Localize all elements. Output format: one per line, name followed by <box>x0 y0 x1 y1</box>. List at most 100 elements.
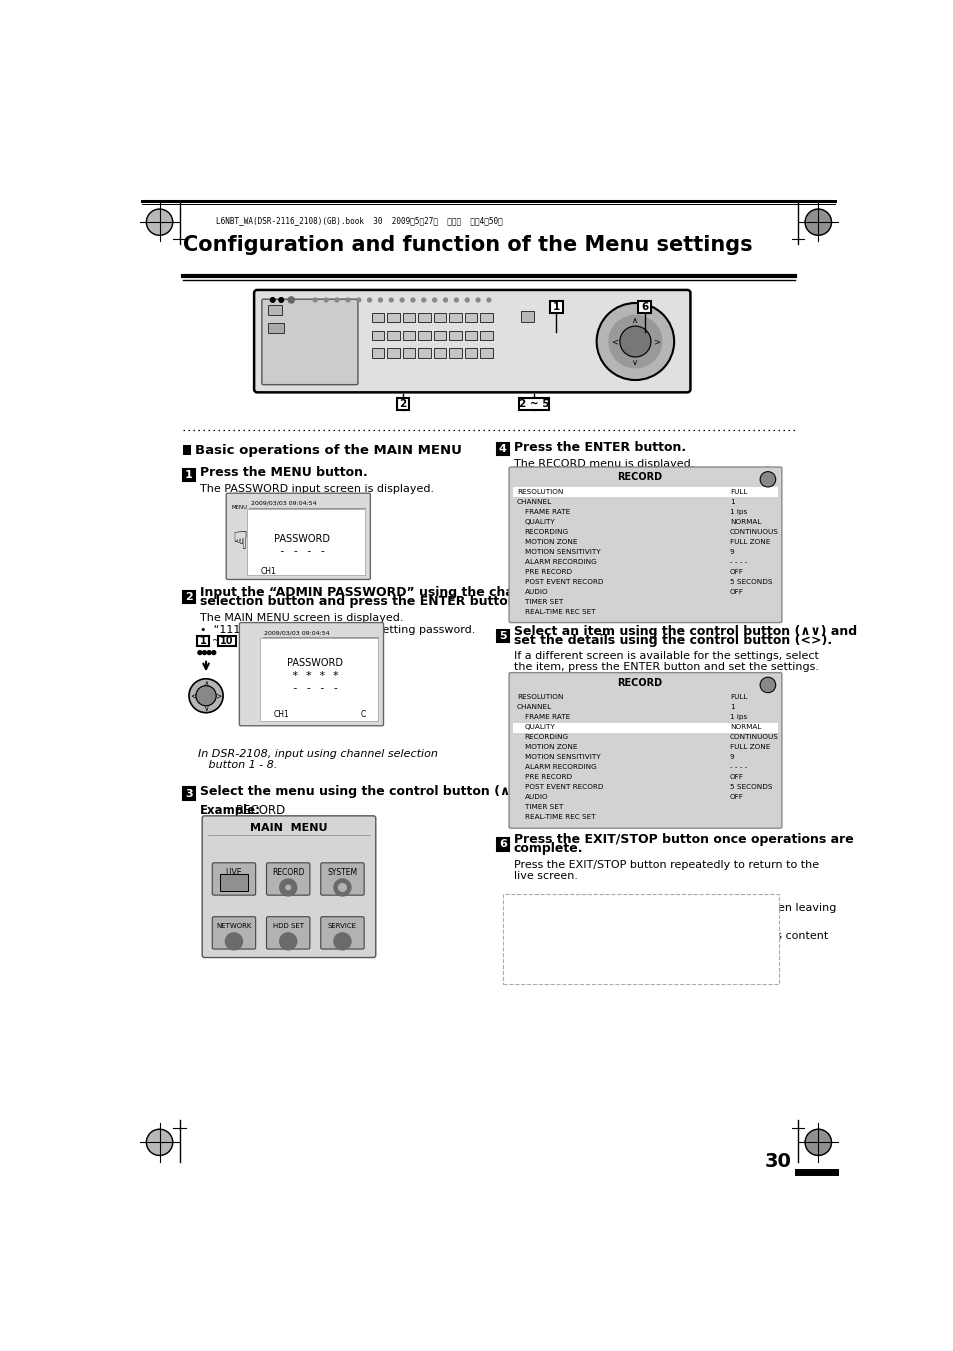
Circle shape <box>334 934 351 950</box>
Text: 1: 1 <box>185 470 193 480</box>
Circle shape <box>197 651 202 654</box>
Text: OFF: OFF <box>729 589 743 594</box>
Text: FULL ZONE: FULL ZONE <box>729 539 769 544</box>
Circle shape <box>334 880 351 896</box>
Text: In DSR-2108, input using channel selection: In DSR-2108, input using channel selecti… <box>184 748 437 759</box>
Text: - - - -: - - - - <box>729 559 746 565</box>
Text: FULL ZONE: FULL ZONE <box>729 744 769 750</box>
Bar <box>464 313 476 323</box>
Text: 5 SECONDS: 5 SECONDS <box>729 578 772 585</box>
Text: NORMAL: NORMAL <box>729 519 760 524</box>
Text: 1 ips: 1 ips <box>729 715 746 720</box>
Text: 9: 9 <box>729 754 734 761</box>
Text: Select an item using the control button (∧∨) and: Select an item using the control button … <box>513 624 856 638</box>
Text: Input the “ADMIN PASSWORD” using the channel: Input the “ADMIN PASSWORD” using the cha… <box>199 586 543 598</box>
Text: L6NBT_WA(DSR-2116_2108)(GB).book  30  2009年5月27日  木曜日  午後4時50分: L6NBT_WA(DSR-2116_2108)(GB).book 30 2009… <box>216 216 502 226</box>
Circle shape <box>804 1129 831 1155</box>
Text: 5: 5 <box>498 631 506 640</box>
Bar <box>638 301 650 313</box>
Bar <box>387 313 399 323</box>
Circle shape <box>189 678 223 713</box>
Bar <box>372 349 384 358</box>
Bar <box>402 349 415 358</box>
Text: OFF: OFF <box>729 569 743 574</box>
Text: >: > <box>215 692 221 700</box>
Text: Press the EXIT/STOP button repeatedly to return to the: Press the EXIT/STOP button repeatedly to… <box>513 859 818 870</box>
Bar <box>402 331 415 340</box>
Circle shape <box>760 471 775 488</box>
Text: 1: 1 <box>552 301 559 312</box>
Text: 6: 6 <box>640 301 648 312</box>
Circle shape <box>279 934 296 950</box>
Circle shape <box>443 299 447 301</box>
Circle shape <box>338 884 346 892</box>
Text: QUALITY: QUALITY <box>524 724 555 731</box>
FancyBboxPatch shape <box>266 917 310 948</box>
Text: Memo:: Memo: <box>507 902 552 916</box>
Text: complete.: complete. <box>513 843 582 855</box>
Circle shape <box>324 299 328 301</box>
Text: set the details using the control button (<>).: set the details using the control button… <box>513 634 831 647</box>
Circle shape <box>212 651 215 654</box>
Text: QUALITY: QUALITY <box>524 519 555 524</box>
Bar <box>418 313 431 323</box>
Text: Basic operations of the MAIN MENU: Basic operations of the MAIN MENU <box>195 444 461 458</box>
Text: selection button and press the ENTER button.: selection button and press the ENTER but… <box>199 596 520 608</box>
Circle shape <box>465 299 469 301</box>
FancyBboxPatch shape <box>253 290 690 392</box>
Bar <box>387 349 399 358</box>
Text: Select the menu using the control button (∧∨<>).: Select the menu using the control button… <box>199 785 551 797</box>
Text: TIMER SET: TIMER SET <box>524 598 562 605</box>
FancyBboxPatch shape <box>226 493 370 580</box>
Text: 9: 9 <box>729 549 734 555</box>
FancyBboxPatch shape <box>320 917 364 948</box>
Circle shape <box>146 209 172 235</box>
Text: REAL-TIME REC SET: REAL-TIME REC SET <box>524 815 595 820</box>
Text: LIVE: LIVE <box>226 867 242 877</box>
Text: The contents of the settings are saved when leaving: The contents of the settings are saved w… <box>542 902 836 913</box>
Text: OFF: OFF <box>729 774 743 781</box>
Bar <box>183 788 195 800</box>
Text: RESOLUTION: RESOLUTION <box>517 694 562 700</box>
Text: SYSTEM: SYSTEM <box>327 867 357 877</box>
Text: AUDIO: AUDIO <box>524 794 548 800</box>
Text: If a different screen is available for the settings, select: If a different screen is available for t… <box>513 651 818 661</box>
Text: Press the EXIT/STOP button once operations are: Press the EXIT/STOP button once operatio… <box>513 834 853 846</box>
Bar <box>372 313 384 323</box>
Text: 1: 1 <box>729 704 734 711</box>
Text: Press the MENU button.: Press the MENU button. <box>199 466 367 480</box>
Text: MOTION ZONE: MOTION ZONE <box>524 539 577 544</box>
Bar <box>183 469 195 481</box>
Circle shape <box>279 880 296 896</box>
Text: CH1: CH1 <box>274 711 289 720</box>
Circle shape <box>421 299 425 301</box>
Text: Configuration and function of the Menu settings: Configuration and function of the Menu s… <box>183 235 752 254</box>
Text: 10: 10 <box>220 636 233 646</box>
Text: CH1: CH1 <box>260 567 275 577</box>
Text: 2 ~ 5: 2 ~ 5 <box>518 399 549 409</box>
Bar <box>402 313 415 323</box>
Circle shape <box>804 209 831 235</box>
Text: PASSWORD: PASSWORD <box>274 534 330 543</box>
Circle shape <box>476 299 479 301</box>
Text: FULL: FULL <box>729 489 746 494</box>
Circle shape <box>596 303 674 380</box>
Text: TIMER SET: TIMER SET <box>524 804 562 811</box>
Text: 4: 4 <box>498 444 506 454</box>
Bar <box>418 349 431 358</box>
Text: 3: 3 <box>185 789 193 798</box>
Circle shape <box>356 299 360 301</box>
Circle shape <box>399 299 404 301</box>
Text: 1 ips: 1 ips <box>729 509 746 515</box>
Bar <box>268 305 282 315</box>
Text: AUDIO: AUDIO <box>524 589 548 594</box>
Circle shape <box>367 299 371 301</box>
Text: 2009/03/03 09:04:54: 2009/03/03 09:04:54 <box>251 501 316 505</box>
FancyBboxPatch shape <box>509 673 781 828</box>
Text: NORMAL: NORMAL <box>729 724 760 731</box>
FancyBboxPatch shape <box>212 863 255 896</box>
Text: C: C <box>360 711 365 720</box>
Circle shape <box>335 299 338 301</box>
Circle shape <box>146 1129 172 1155</box>
Bar <box>387 331 399 340</box>
